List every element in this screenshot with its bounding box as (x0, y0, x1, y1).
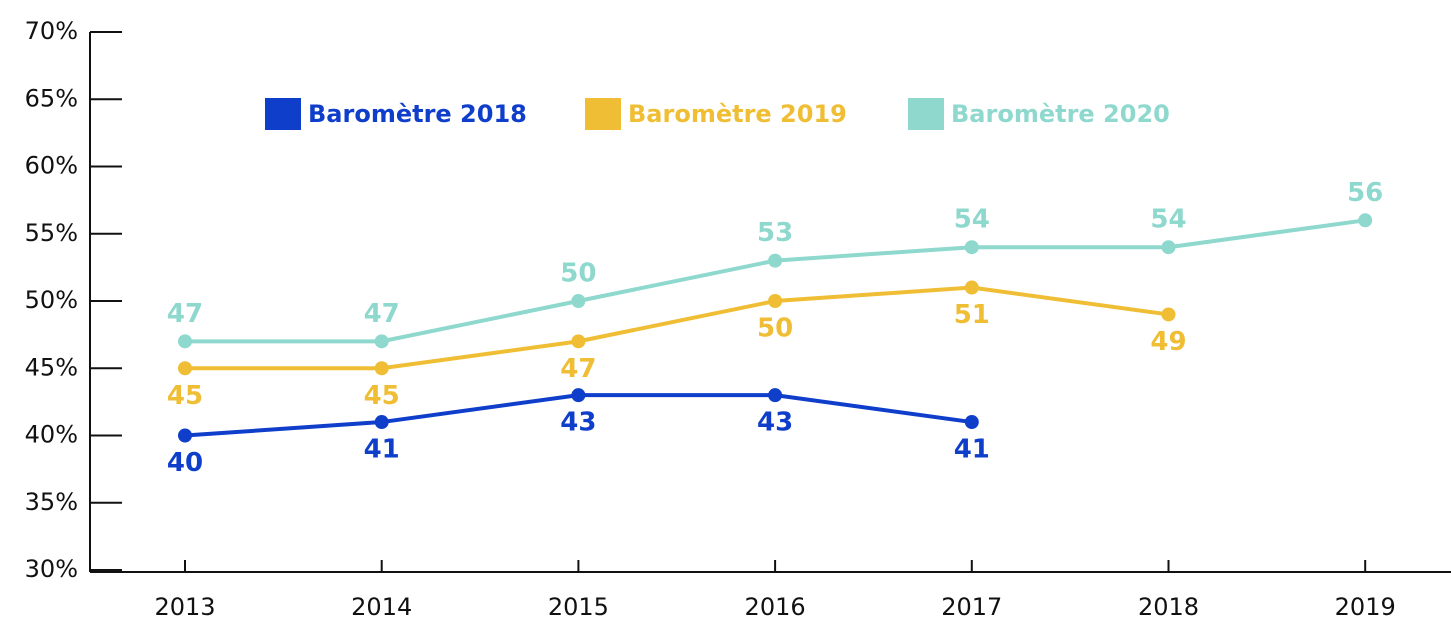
y-tick-label: 60% (25, 152, 78, 180)
value-label: 53 (757, 218, 793, 248)
point (374, 361, 389, 376)
value-label: 47 (167, 299, 203, 329)
point (768, 294, 783, 308)
value-label: 43 (560, 408, 596, 438)
value-label: 51 (954, 300, 990, 330)
value-label: 41 (954, 435, 990, 465)
legend-swatch (265, 98, 301, 130)
point (374, 415, 389, 430)
point (178, 428, 192, 443)
value-label: 47 (560, 354, 596, 384)
point (964, 240, 979, 255)
y-tick-label: 35% (25, 488, 78, 516)
value-label: 43 (757, 408, 793, 438)
x-tick-label: 2019 (1335, 593, 1396, 621)
point (964, 415, 979, 430)
point (768, 253, 783, 268)
point (178, 334, 192, 349)
value-label: 40 (167, 448, 203, 478)
value-label: 50 (560, 259, 596, 289)
x-tick-label: 2018 (1138, 593, 1199, 621)
y-tick-label: 55% (25, 219, 78, 247)
y-tick-label: 30% (25, 555, 78, 583)
value-label: 54 (1150, 205, 1186, 235)
value-label: 54 (954, 205, 990, 235)
point (571, 334, 586, 349)
point (768, 388, 783, 403)
y-tick-label: 65% (25, 84, 78, 112)
x-tick-label: 2017 (941, 593, 1002, 621)
x-tick-label: 2014 (351, 593, 412, 621)
point (571, 294, 586, 308)
point (571, 388, 586, 403)
point (964, 280, 979, 295)
point (1358, 213, 1373, 228)
value-label: 49 (1150, 327, 1186, 357)
point (1161, 307, 1176, 322)
point (1161, 240, 1176, 255)
x-tick-label: 2016 (745, 593, 806, 621)
y-tick-label: 50% (25, 286, 78, 314)
value-label: 56 (1347, 178, 1383, 208)
point (178, 361, 192, 376)
value-label: 50 (757, 314, 793, 344)
y-tick-label: 45% (25, 353, 78, 381)
x-tick-label: 2013 (154, 593, 215, 621)
series-line (185, 285, 1169, 371)
value-label: 45 (364, 381, 400, 411)
legend-label: Baromètre 2020 (951, 100, 1170, 128)
value-label: 47 (364, 299, 400, 329)
y-tick-label: 40% (25, 421, 78, 449)
legend-label: Baromètre 2019 (628, 100, 847, 128)
legend-swatch (908, 98, 944, 130)
value-label: 41 (364, 435, 400, 465)
y-tick-label: 70% (25, 17, 78, 45)
legend-swatch (585, 98, 621, 130)
legend-label: Baromètre 2018 (308, 100, 527, 128)
point (374, 334, 389, 349)
value-label: 45 (167, 381, 203, 411)
x-tick-label: 2015 (548, 593, 609, 621)
